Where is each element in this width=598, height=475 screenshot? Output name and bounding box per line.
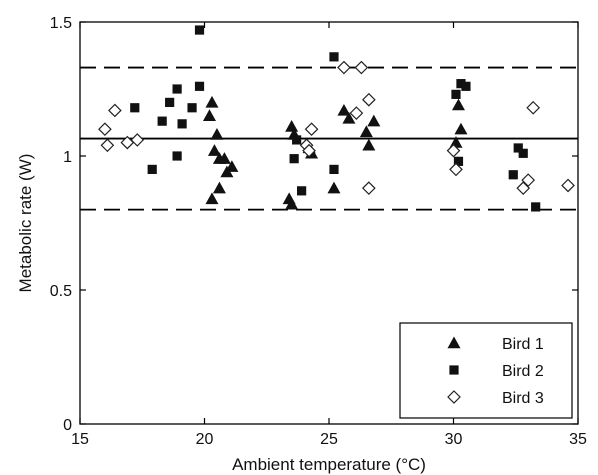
point-s3-17 <box>526 100 541 115</box>
x-tick-label-2: 25 <box>320 431 338 448</box>
reference-lines <box>80 66 578 211</box>
point-s2-21 <box>508 170 518 180</box>
y-axis-label: Metabolic rate (W) <box>16 154 35 293</box>
point-s2-14 <box>329 164 339 174</box>
y-tick-label-1: 0.5 <box>50 283 72 300</box>
point-s1-24 <box>454 122 468 135</box>
point-s1-1 <box>202 109 216 121</box>
point-s3-4 <box>130 133 145 147</box>
point-s2-10 <box>289 154 299 164</box>
legend-label-2: Bird 2 <box>502 363 544 380</box>
x-tick-label-1: 20 <box>196 431 214 448</box>
legend-marker-2 <box>449 365 459 375</box>
point-s2-17 <box>456 79 466 89</box>
x-axis-label: Ambient temperature (°C) <box>232 455 426 474</box>
point-s2-20 <box>518 148 528 158</box>
point-s2-11 <box>292 135 302 145</box>
point-s1-3 <box>207 144 221 156</box>
point-s2-6 <box>177 119 187 129</box>
point-s1-16 <box>327 181 341 194</box>
tick-labels: 15 20 25 30 35 0 0.5 1 1.5 <box>50 15 587 448</box>
y-tick-label-0: 0 <box>63 417 72 434</box>
point-s1-5 <box>217 152 231 164</box>
point-s1-8 <box>220 165 234 178</box>
point-s2-16 <box>453 156 464 166</box>
legend-marker-1 <box>447 336 461 349</box>
point-s3-6 <box>304 122 319 137</box>
point-s1-19 <box>359 125 373 138</box>
axis-ticks <box>79 21 579 425</box>
point-s3-13 <box>446 143 461 158</box>
point-s3-9 <box>349 106 364 120</box>
point-s2-8 <box>194 81 205 91</box>
x-tick-label-0: 15 <box>71 431 89 448</box>
point-s2-13 <box>329 52 339 62</box>
series-3 <box>98 60 575 196</box>
point-s1-9 <box>212 181 226 194</box>
point-s2-19 <box>513 143 523 153</box>
point-s3-1 <box>100 138 115 153</box>
point-s2-15 <box>451 89 461 99</box>
point-s1-0 <box>205 95 219 108</box>
x-tick-label-4: 35 <box>569 431 587 448</box>
point-s2-2 <box>157 116 167 126</box>
point-s2-1 <box>147 164 157 174</box>
point-s2-9 <box>194 25 205 35</box>
point-s3-15 <box>516 181 531 196</box>
legend-marker-3 <box>447 390 461 404</box>
point-s1-2 <box>210 128 224 140</box>
point-s3-14 <box>449 162 463 177</box>
point-s2-18 <box>461 81 471 91</box>
legend-label-3: Bird 3 <box>502 390 544 407</box>
point-s1-10 <box>285 120 299 132</box>
point-s1-18 <box>337 103 351 116</box>
point-s3-16 <box>521 173 536 187</box>
data-points <box>98 25 575 212</box>
point-s3-10 <box>354 60 369 75</box>
point-s3-2 <box>108 103 122 118</box>
legend-label-1: Bird 1 <box>502 336 544 353</box>
point-s2-3 <box>165 97 175 107</box>
y-tick-label-2: 1 <box>63 149 72 166</box>
x-tick-label-3: 30 <box>445 431 463 448</box>
point-s2-5 <box>172 151 182 161</box>
series-2 <box>130 25 541 212</box>
point-s2-22 <box>531 202 541 212</box>
point-s3-12 <box>361 181 376 196</box>
point-s2-7 <box>187 103 197 113</box>
point-s2-12 <box>297 186 307 196</box>
point-s3-0 <box>98 122 112 137</box>
point-s3-8 <box>337 60 351 75</box>
point-s1-13 <box>285 197 299 210</box>
point-s1-6 <box>205 192 219 205</box>
point-s3-7 <box>302 143 316 158</box>
legend: Bird 1 Bird 2 Bird 3 <box>399 322 573 419</box>
point-s3-11 <box>361 92 376 107</box>
legend-box <box>399 322 573 419</box>
point-s1-20 <box>367 114 381 127</box>
point-s1-23 <box>451 98 465 111</box>
point-s2-4 <box>172 84 182 94</box>
series-1 <box>202 95 468 210</box>
point-s1-21 <box>362 138 376 151</box>
y-tick-label-3: 1.5 <box>50 15 72 32</box>
point-s1-17 <box>342 111 356 124</box>
point-s2-0 <box>130 103 140 113</box>
point-s3-18 <box>561 178 575 193</box>
